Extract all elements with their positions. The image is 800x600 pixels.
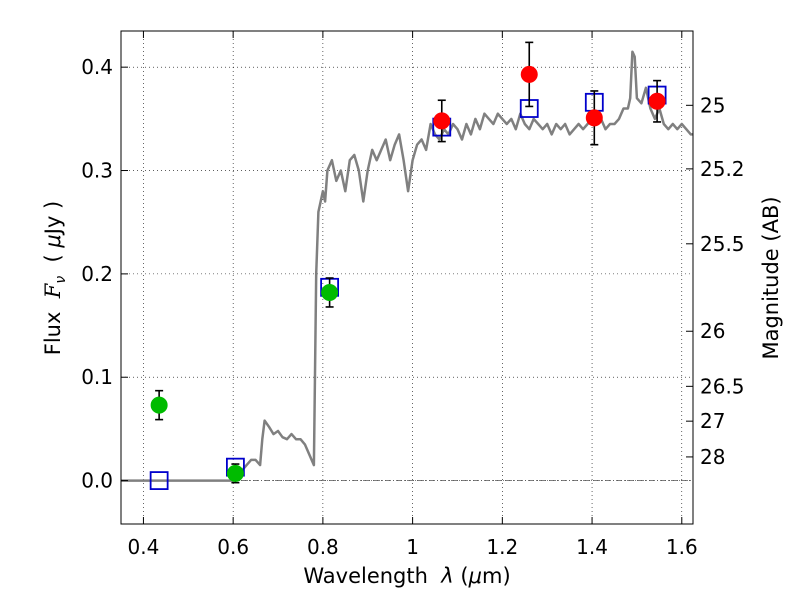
plot-frame: [120, 30, 694, 525]
y2-tick-label: 25: [700, 93, 725, 117]
x-tick-label: 1.2: [486, 535, 518, 559]
observed-flux-point: [520, 65, 538, 83]
y-tick-label: 0.3: [81, 159, 113, 183]
x-tick-label: 0.6: [217, 535, 249, 559]
y-tick-label: 0.2: [81, 262, 113, 286]
y-tick-label: 0.4: [81, 55, 113, 79]
model-spectrum-line: [121, 50, 693, 482]
y2-tick-label: 28: [700, 445, 725, 469]
y-axis-label: Flux Fν ( μJy ): [41, 201, 69, 356]
y-tick-label: 0.0: [81, 469, 113, 493]
x-tick-label: 1.4: [576, 535, 608, 559]
observed-flux-point: [433, 112, 451, 130]
y2-tick-label: 26: [700, 319, 725, 343]
x-tick-label: 1.6: [666, 535, 698, 559]
axis-ticks: [121, 31, 693, 524]
y2-axis-label: Magnitude (AB): [759, 196, 783, 359]
y2-tick-labels: 25 25.2 25.5 26 26.5 27 28: [700, 93, 745, 469]
y2-tick-label: 25.2: [700, 157, 745, 181]
model-photometry-square: [149, 471, 169, 490]
y-tick-label: 0.1: [81, 365, 113, 389]
plot-area: [121, 41, 693, 490]
y2-tick-label: 27: [700, 409, 725, 433]
y-tick-labels: 0.0 0.1 0.2 0.3 0.4: [81, 55, 113, 492]
x-axis-label: Wavelength λ (μm): [303, 564, 510, 588]
observed-flux-point: [648, 92, 666, 110]
x-tick-label: 0.8: [307, 535, 339, 559]
x-tick-label: 1: [406, 535, 419, 559]
observed-flux-point: [226, 464, 244, 482]
x-tick-label: 0.4: [128, 535, 160, 559]
x-tick-labels: 0.4 0.6 0.8 1 1.2 1.4 1.6: [128, 535, 698, 559]
observed-flux-point: [150, 396, 168, 414]
y2-tick-label: 25.5: [700, 232, 745, 256]
observed-flux-point: [585, 109, 603, 127]
y2-tick-label: 26.5: [700, 374, 745, 398]
observed-flux-point: [321, 283, 339, 301]
